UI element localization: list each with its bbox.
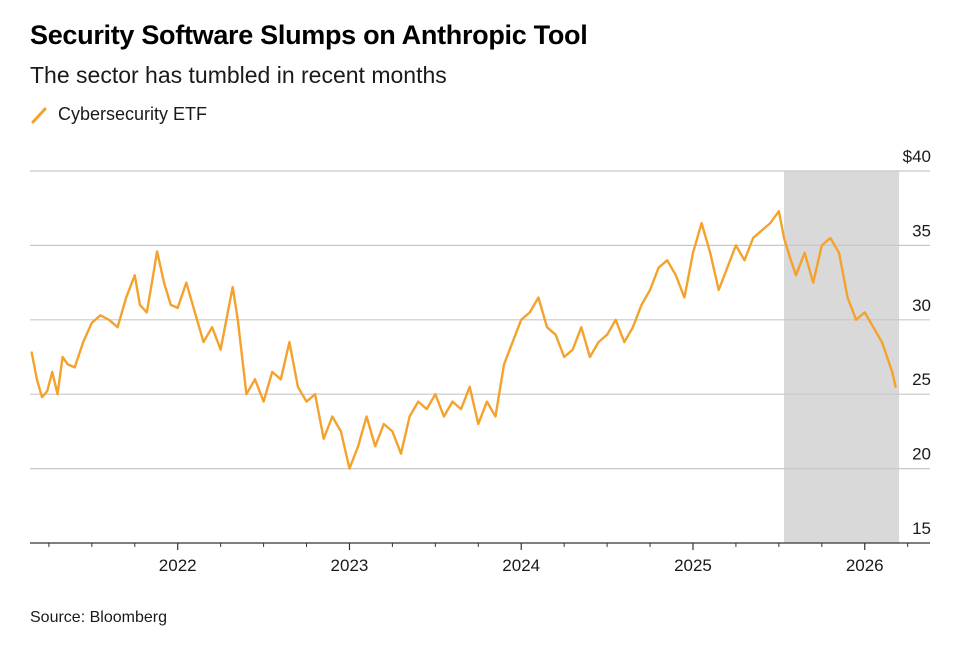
y-tick-label: 35	[912, 221, 931, 240]
x-tick-label: 2024	[502, 556, 540, 575]
legend-line-icon	[31, 107, 47, 123]
series-line	[30, 210, 897, 470]
shaded-region	[784, 171, 900, 543]
x-tick-label: 2023	[331, 556, 369, 575]
x-tick-label: 2026	[846, 556, 884, 575]
y-tick-label: 15	[912, 519, 931, 538]
source-note: Source: Bloomberg	[30, 609, 167, 626]
chart-subtitle: The sector has tumbled in recent months	[30, 62, 447, 88]
y-tick-label: 20	[912, 445, 931, 464]
y-tick-label: 30	[912, 296, 931, 315]
x-tick-label: 2022	[159, 556, 197, 575]
legend: Cybersecurity ETF	[30, 104, 207, 125]
x-tick-label: 2025	[674, 556, 712, 575]
chart-title: Security Software Slumps on Anthropic To…	[30, 20, 588, 50]
legend-label: Cybersecurity ETF	[58, 104, 208, 124]
y-tick-label: 25	[912, 370, 931, 389]
y-tick-label: $40	[903, 147, 931, 166]
